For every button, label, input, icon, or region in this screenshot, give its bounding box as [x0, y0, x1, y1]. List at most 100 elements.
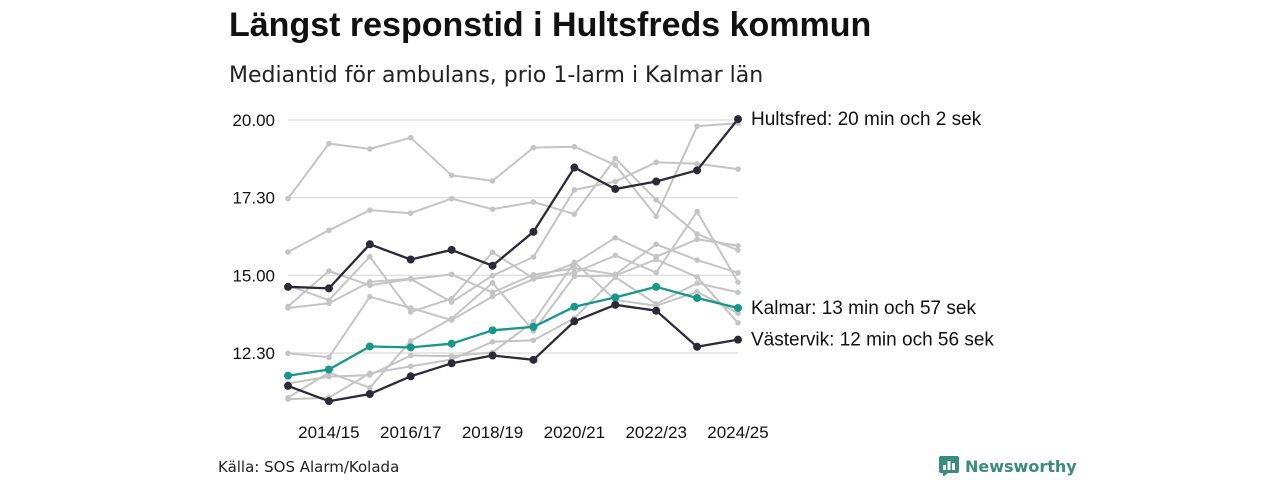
data-point [488, 326, 497, 335]
data-point [735, 166, 741, 172]
data-point [529, 227, 538, 236]
data-point [365, 342, 374, 351]
data-point [652, 282, 661, 291]
data-point [407, 134, 414, 141]
data-point [694, 208, 700, 215]
data-point [653, 256, 659, 263]
data-point [693, 166, 702, 175]
data-point [367, 253, 373, 260]
series-line-hultsfred [287, 118, 739, 290]
data-point [406, 372, 415, 381]
background-series-line [287, 276, 739, 401]
data-point [284, 371, 292, 380]
data-point [694, 257, 700, 263]
data-point [612, 252, 619, 259]
data-point [735, 289, 741, 296]
data-point [367, 372, 373, 378]
data-point [735, 279, 741, 285]
data-point [324, 284, 333, 293]
data-point [735, 270, 741, 276]
background-series [285, 120, 741, 403]
data-point [571, 259, 578, 266]
data-point [489, 206, 496, 212]
data-point [652, 177, 661, 186]
data-point [407, 338, 414, 344]
data-point [407, 210, 414, 216]
data-point [694, 280, 700, 286]
data-point [612, 155, 619, 162]
data-point [489, 293, 496, 300]
data-point [652, 306, 661, 315]
data-point [284, 381, 292, 390]
data-point [570, 317, 579, 326]
data-point [735, 247, 741, 253]
data-point [448, 353, 455, 359]
data-point [694, 288, 700, 295]
data-point [571, 187, 578, 193]
data-point [285, 249, 291, 255]
x-axis-ticks: 2014/15 2016/17 2018/19 2020/21 2022/23 2024/… [298, 423, 769, 442]
data-point [571, 143, 578, 150]
data-point [448, 172, 455, 179]
data-point [734, 115, 742, 124]
data-point [324, 365, 333, 374]
data-point [407, 309, 414, 315]
data-point [326, 140, 332, 147]
y-tick-label: 17.30 [232, 189, 275, 208]
series-label: Kalmar: 13 min och 57 sek [751, 298, 976, 319]
data-point [326, 297, 332, 303]
data-point [530, 199, 537, 205]
background-series-line [287, 258, 739, 399]
series-label: Västervik: 12 min och 56 sek [751, 330, 994, 351]
x-tick-label: 2016/17 [380, 423, 441, 442]
background-series-line [287, 236, 739, 313]
gridlines [288, 119, 738, 354]
data-point [734, 303, 742, 312]
data-point [530, 337, 537, 344]
data-point [694, 161, 700, 167]
data-point [530, 271, 537, 278]
data-point [324, 397, 333, 406]
data-point [489, 249, 496, 256]
data-point [489, 279, 496, 286]
data-point [407, 363, 414, 370]
series-line-vastervik [287, 303, 739, 403]
data-point [612, 234, 619, 241]
data-point [530, 144, 537, 151]
data-point [694, 231, 700, 237]
background-series-line [287, 157, 739, 253]
data-point [653, 241, 659, 248]
data-point [611, 300, 620, 309]
data-point [489, 289, 496, 296]
data-point [488, 261, 497, 270]
x-tick-label: 2018/19 [462, 423, 523, 442]
data-point [367, 146, 373, 152]
data-point [611, 293, 620, 302]
data-point [285, 394, 291, 401]
brand-name: Newsworthy [965, 456, 1077, 476]
data-point [735, 320, 741, 326]
data-point [612, 162, 619, 168]
data-point [735, 243, 741, 249]
data-point [447, 359, 456, 368]
y-tick-label: 12.30 [232, 344, 275, 363]
data-point [326, 373, 332, 380]
data-point [285, 350, 291, 357]
data-point [407, 276, 414, 282]
data-point [653, 197, 659, 203]
data-point [694, 274, 700, 280]
series-line-kalmar [287, 285, 739, 377]
data-point [571, 211, 578, 217]
data-point [367, 384, 373, 391]
data-point [326, 354, 332, 361]
data-point [530, 254, 537, 260]
data-point [365, 240, 374, 249]
data-point [367, 207, 373, 213]
highlighted-series [284, 115, 742, 406]
data-point [488, 351, 497, 360]
series-labels: Hultsfred: 20 min och 2 sek Kalmar: 13 mi… [751, 109, 994, 351]
y-tick-label: 15.00 [232, 266, 275, 285]
data-point [653, 269, 659, 276]
data-point [285, 303, 291, 310]
series-label: Hultsfred: 20 min och 2 sek [751, 109, 982, 130]
